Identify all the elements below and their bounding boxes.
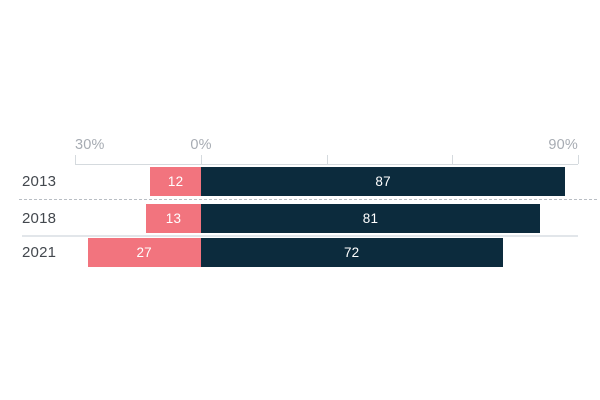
bar-segment-left: 12 [150,167,201,196]
axis-label-90pct: 90% [548,137,578,153]
year-label: 2013 [22,173,57,190]
axis-tick [578,155,579,164]
year-label: 2021 [22,244,57,261]
axis-tick [327,155,328,164]
axis-tick [75,155,76,164]
bar-value-label: 27 [136,245,152,260]
bar-segment-right: 81 [200,204,541,233]
bar-value-label: 81 [362,211,379,226]
axis-tick [452,155,453,164]
bar-segment-left: 27 [87,238,201,267]
bar-segment-right: 72 [200,238,503,267]
axis-label-30pct: 30% [75,137,105,153]
bar-value-label: 72 [343,245,360,260]
bar-value-label: 87 [375,174,391,189]
axis-tick [201,155,202,164]
bar-row-2013: 2013 12 87 [0,167,600,196]
bar-row-2018: 2018 13 81 [0,204,600,233]
axis-label-0pct: 0% [190,137,212,153]
year-label: 2018 [22,210,57,227]
row-separator-solid [22,235,578,237]
bar-row-2021: 2021 27 72 [0,238,600,267]
bar-value-label: 13 [165,211,182,226]
row-separator-dashed [19,199,597,200]
bar-value-label: 12 [167,174,184,189]
bar-segment-right: 87 [200,167,566,196]
axis-line [75,164,578,165]
bar-segment-left: 13 [146,204,201,233]
